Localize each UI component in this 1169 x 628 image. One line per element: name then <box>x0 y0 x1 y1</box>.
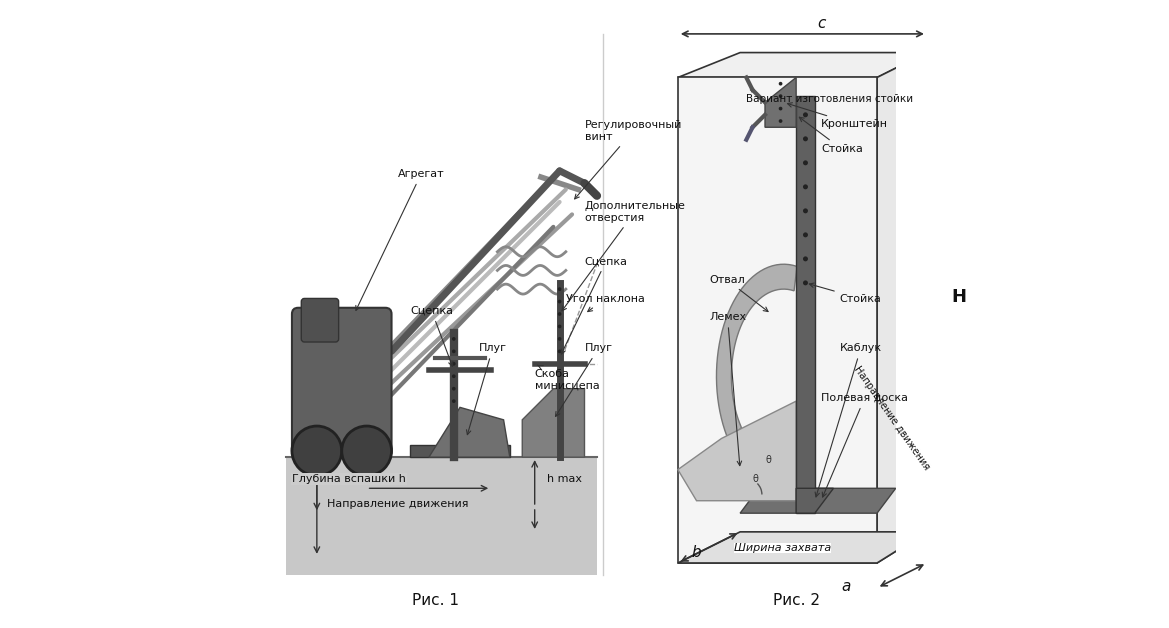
Text: a: a <box>842 579 851 594</box>
Text: Стойка: Стойка <box>800 117 863 154</box>
Text: Регулировочный
винт: Регулировочный винт <box>575 120 682 199</box>
Text: Агрегат: Агрегат <box>355 169 444 310</box>
Polygon shape <box>678 532 927 563</box>
Polygon shape <box>678 53 927 77</box>
Circle shape <box>452 399 456 403</box>
Circle shape <box>779 94 782 98</box>
Polygon shape <box>877 53 927 563</box>
FancyBboxPatch shape <box>292 308 392 457</box>
Text: Лемех: Лемех <box>708 312 746 465</box>
Polygon shape <box>678 401 796 501</box>
Circle shape <box>803 256 808 261</box>
Circle shape <box>558 300 561 303</box>
Text: Плуг: Плуг <box>466 344 506 435</box>
Circle shape <box>452 349 456 353</box>
Circle shape <box>292 426 341 476</box>
Text: Плуг: Плуг <box>555 344 613 416</box>
Text: Угол наклона: Угол наклона <box>566 293 644 311</box>
Circle shape <box>803 136 808 141</box>
Circle shape <box>558 287 561 291</box>
Text: h max: h max <box>547 474 582 484</box>
Text: b: b <box>692 544 701 560</box>
Circle shape <box>452 337 456 341</box>
Polygon shape <box>523 389 584 457</box>
Circle shape <box>452 387 456 391</box>
Polygon shape <box>429 408 510 457</box>
Polygon shape <box>717 264 797 442</box>
Circle shape <box>558 312 561 316</box>
Text: Дополнительные
отверстия: Дополнительные отверстия <box>562 201 685 311</box>
Polygon shape <box>678 77 877 563</box>
Polygon shape <box>740 489 895 513</box>
Circle shape <box>779 82 782 85</box>
Text: θ: θ <box>753 474 759 484</box>
Text: Отвал: Отвал <box>708 275 768 311</box>
Circle shape <box>803 112 808 117</box>
Circle shape <box>803 160 808 165</box>
Text: Ширина захвата: Ширина захвата <box>734 543 831 553</box>
Circle shape <box>558 349 561 353</box>
Circle shape <box>452 374 456 378</box>
Text: Рис. 2: Рис. 2 <box>773 593 819 608</box>
Circle shape <box>803 208 808 214</box>
Polygon shape <box>410 445 510 457</box>
Text: Рис. 1: Рис. 1 <box>411 593 458 608</box>
Text: Стойка: Стойка <box>809 283 881 303</box>
Circle shape <box>341 426 392 476</box>
Text: Направление движения: Направление движения <box>852 364 932 472</box>
Polygon shape <box>765 77 796 127</box>
Text: H: H <box>952 288 967 306</box>
Text: Глубина вспашки h: Глубина вспашки h <box>292 474 406 484</box>
Circle shape <box>803 232 808 237</box>
Circle shape <box>803 185 808 189</box>
Polygon shape <box>796 489 833 513</box>
Text: Направление движения: Направление движения <box>327 499 469 509</box>
Text: Полевая доска: Полевая доска <box>821 393 908 497</box>
Circle shape <box>803 280 808 285</box>
Circle shape <box>558 337 561 341</box>
Polygon shape <box>285 457 597 575</box>
Text: Вариант изготовления стойки: Вариант изготовления стойки <box>746 94 913 104</box>
Text: Скоба
минисцепа: Скоба минисцепа <box>534 365 600 391</box>
Text: Сцепка: Сцепка <box>410 306 454 366</box>
Circle shape <box>779 119 782 123</box>
Circle shape <box>558 325 561 328</box>
Text: Кронштейн: Кронштейн <box>788 103 888 129</box>
Text: c: c <box>817 16 825 31</box>
Polygon shape <box>796 96 815 513</box>
FancyBboxPatch shape <box>302 298 339 342</box>
Circle shape <box>452 362 456 365</box>
Text: θ: θ <box>765 455 770 465</box>
Circle shape <box>779 107 782 111</box>
Text: Сцепка: Сцепка <box>561 256 628 354</box>
Text: Каблук: Каблук <box>815 344 881 497</box>
